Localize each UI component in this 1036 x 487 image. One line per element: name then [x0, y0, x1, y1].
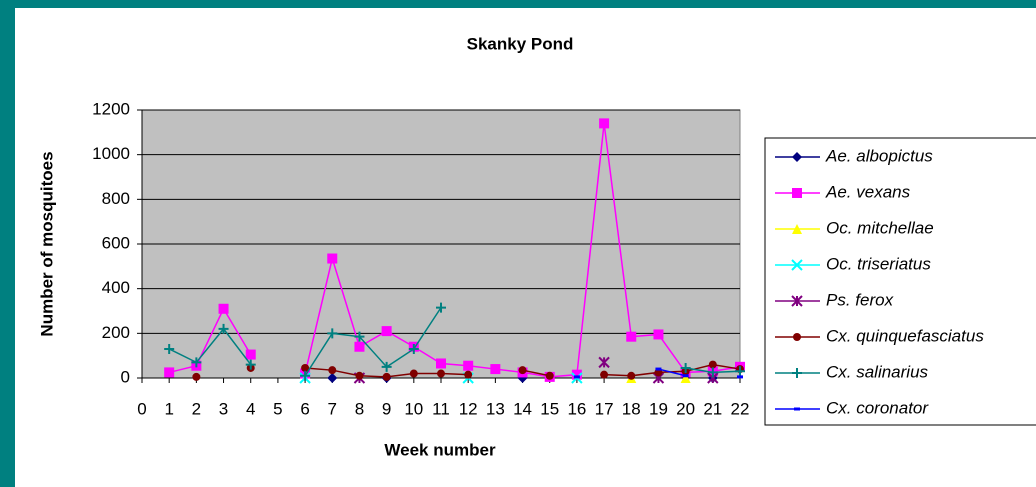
marker	[653, 329, 664, 340]
legend-label: Oc. mitchellae	[826, 218, 934, 237]
marker	[300, 370, 311, 381]
x-tick-label: 8	[355, 399, 364, 418]
y-tick-label: 400	[102, 278, 130, 297]
marker	[245, 349, 256, 360]
marker	[218, 303, 229, 314]
marker	[680, 362, 691, 373]
x-tick-label: 19	[649, 399, 668, 418]
marker	[464, 370, 473, 379]
marker	[381, 361, 392, 372]
x-tick-label: 14	[513, 399, 532, 418]
marker	[192, 372, 201, 381]
marker	[436, 302, 446, 313]
marker	[327, 253, 338, 264]
y-tick-label: 200	[102, 323, 130, 342]
legend-label: Cx. coronator	[826, 398, 929, 417]
marker	[735, 366, 745, 377]
legend-marker	[792, 152, 802, 162]
legend-marker	[791, 295, 803, 307]
legend-marker	[793, 333, 801, 341]
marker	[164, 367, 175, 378]
legend-label: Ae. vexans	[825, 182, 911, 201]
x-tick-label: 16	[567, 399, 586, 418]
x-tick-label: 13	[486, 399, 505, 418]
x-tick-label: 5	[273, 399, 282, 418]
marker	[328, 366, 337, 375]
x-tick-label: 1	[164, 399, 173, 418]
marker	[600, 370, 609, 379]
legend-marker	[792, 368, 802, 378]
marker	[518, 366, 527, 375]
x-tick-label: 15	[540, 399, 559, 418]
marker	[463, 360, 474, 371]
x-tick-label: 17	[595, 399, 614, 418]
x-tick-label: 6	[300, 399, 309, 418]
marker	[490, 364, 501, 375]
marker	[655, 367, 662, 371]
marker	[627, 371, 636, 380]
marker	[382, 372, 391, 381]
marker	[164, 343, 175, 354]
marker	[327, 328, 338, 339]
marker	[571, 369, 582, 380]
x-tick-label: 4	[246, 399, 255, 418]
marker	[573, 375, 580, 379]
x-tick-label: 18	[622, 399, 641, 418]
y-tick-label: 1200	[92, 99, 130, 118]
marker	[191, 357, 202, 368]
y-tick-label: 800	[102, 189, 130, 208]
marker	[437, 369, 445, 378]
legend-marker	[791, 259, 803, 271]
marker	[409, 369, 418, 378]
legend-label: Ae. albopictus	[825, 146, 933, 165]
marker	[218, 323, 229, 334]
marker	[708, 360, 717, 369]
marker	[599, 118, 610, 129]
x-tick-label: 9	[382, 399, 391, 418]
marker	[680, 373, 691, 383]
marker	[598, 356, 610, 369]
y-tick-label: 0	[121, 367, 130, 386]
x-tick-label: 21	[703, 399, 722, 418]
marker	[327, 373, 338, 383]
x-tick-label: 10	[404, 399, 423, 418]
x-tick-label: 12	[459, 399, 478, 418]
legend-label: Ps. ferox	[826, 290, 894, 309]
y-tick-label: 1000	[92, 144, 130, 163]
legend-label: Oc. triseriatus	[826, 254, 931, 273]
legend	[764, 137, 1036, 426]
marker	[737, 375, 743, 379]
marker	[301, 363, 310, 372]
marker	[682, 374, 689, 378]
marker	[626, 331, 637, 342]
x-tick-label: 2	[192, 399, 201, 418]
y-tick-label: 600	[102, 233, 130, 252]
x-tick-label: 20	[676, 399, 695, 418]
x-tick-label: 0	[137, 399, 146, 418]
y-axis-label: Number of mosquitoes	[37, 151, 56, 336]
marker	[354, 341, 365, 352]
legend-marker	[792, 188, 802, 198]
marker	[245, 359, 256, 370]
marker	[436, 358, 446, 369]
x-tick-label: 11	[432, 399, 450, 418]
legend-label: Cx. quinquefasciatus	[826, 326, 984, 345]
marker	[408, 343, 419, 354]
marker	[545, 371, 554, 380]
marker	[707, 367, 718, 378]
marker	[354, 331, 365, 342]
chart-title: Skanky Pond	[467, 34, 574, 53]
x-tick-label: 3	[219, 399, 228, 418]
x-tick-label: 22	[731, 399, 750, 418]
marker	[355, 371, 364, 380]
marker	[381, 326, 392, 337]
legend-marker	[794, 407, 800, 411]
x-tick-label: 7	[328, 399, 337, 418]
x-axis-label: Week number	[384, 440, 496, 459]
legend-marker	[792, 224, 802, 234]
legend-label: Cx. salinarius	[826, 362, 929, 381]
